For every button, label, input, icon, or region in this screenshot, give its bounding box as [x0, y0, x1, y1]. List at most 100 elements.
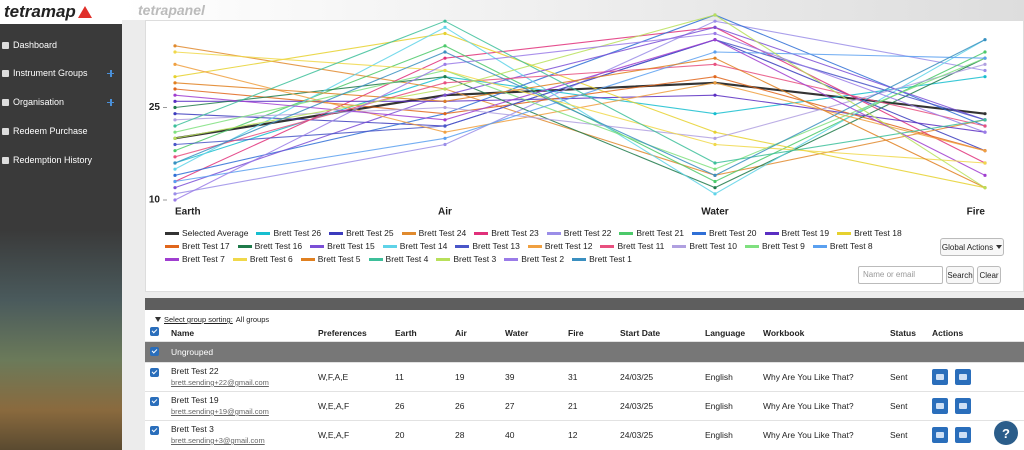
sort-control[interactable]: Select group sorting: All groups	[155, 315, 269, 324]
legend-swatch	[436, 257, 451, 261]
point	[173, 93, 177, 97]
legend-label: Brett Test 10	[689, 241, 737, 251]
cell-preferences: W,E,A,F	[318, 430, 350, 440]
legend-item[interactable]: Brett Test 1	[572, 254, 632, 264]
x-tick-label: Air	[438, 207, 452, 218]
sort-value: All groups	[235, 315, 270, 324]
legend-item[interactable]: Brett Test 8	[812, 241, 873, 251]
global-actions-button[interactable]: Global Actions	[940, 238, 1004, 256]
action-button[interactable]	[932, 398, 948, 414]
column-header[interactable]: Name	[171, 328, 195, 338]
point	[713, 112, 717, 116]
legend-label: Brett Test 13	[472, 241, 520, 251]
legend-swatch	[300, 257, 315, 261]
cell-air: 19	[455, 372, 465, 382]
group-row: Ungrouped	[145, 341, 1024, 362]
legend-item[interactable]: Brett Test 4	[368, 254, 428, 264]
legend-item[interactable]: Brett Test 3	[436, 254, 496, 264]
legend-item[interactable]: Brett Test 10	[672, 241, 737, 251]
nav-item[interactable]: Redeem Purchase	[2, 126, 114, 136]
legend-item[interactable]: Brett Test 12	[527, 241, 592, 251]
legend-item[interactable]: Brett Test 21	[619, 228, 684, 238]
column-header[interactable]: Preferences	[318, 328, 367, 338]
point	[713, 13, 717, 17]
point	[713, 161, 717, 165]
column-header[interactable]: Status	[890, 328, 916, 338]
cell-preferences: W,F,A,E	[318, 372, 349, 382]
column-header[interactable]: Actions	[932, 328, 964, 338]
search-button[interactable]: Search	[946, 266, 974, 284]
clear-button[interactable]: Clear	[977, 266, 1001, 284]
cell-water: 27	[505, 401, 515, 411]
column-header[interactable]: Start Date	[620, 328, 661, 338]
legend-item[interactable]: Brett Test 16	[237, 241, 302, 251]
point	[983, 186, 987, 190]
checkbox[interactable]	[150, 426, 159, 435]
legend-label: Brett Test 25	[346, 228, 394, 238]
point	[443, 142, 447, 147]
checkbox[interactable]	[150, 368, 159, 377]
action-button[interactable]	[932, 369, 948, 385]
point	[713, 56, 717, 60]
column-header[interactable]: Workbook	[763, 328, 805, 338]
point	[173, 173, 177, 177]
nav-item[interactable]: Dashboard	[2, 40, 114, 50]
action-button[interactable]	[955, 427, 971, 443]
legend-item[interactable]: Brett Test 17	[165, 241, 230, 251]
legend-item[interactable]: Brett Test 14	[382, 241, 447, 251]
legend-item[interactable]: Brett Test 22	[546, 228, 611, 238]
legend-item[interactable]: Brett Test 11	[600, 241, 664, 251]
column-header[interactable]: Language	[705, 328, 746, 338]
checkbox[interactable]	[150, 397, 159, 406]
legend-item[interactable]: Brett Test 24	[401, 228, 466, 238]
legend-item[interactable]: Brett Test 7	[165, 254, 225, 264]
cell-language: English	[705, 430, 733, 440]
legend-item[interactable]: Brett Test 6	[232, 254, 293, 264]
nav-item[interactable]: Organisation	[2, 97, 114, 107]
participant-email[interactable]: brett.sending+3@gmail.com	[171, 436, 265, 445]
column-header[interactable]: Earth	[395, 328, 417, 338]
action-button[interactable]	[932, 427, 948, 443]
participant-email[interactable]: brett.sending+19@gmail.com	[171, 407, 269, 416]
sort-label[interactable]: Select group sorting:	[164, 315, 233, 324]
nav-item[interactable]: Instrument Groups	[2, 68, 114, 78]
legend-item[interactable]: Brett Test 5	[300, 254, 361, 264]
cell-start-date: 24/03/25	[620, 401, 654, 411]
legend-item[interactable]: Brett Test 2	[504, 254, 564, 264]
legend-swatch	[837, 231, 852, 235]
legend-item[interactable]: Brett Test 13	[455, 241, 520, 251]
legend-label: Brett Test 20	[708, 228, 757, 238]
action-button[interactable]	[955, 369, 971, 385]
legend-item[interactable]: Selected Average	[165, 228, 248, 238]
cell-workbook: Why Are You Like That?	[763, 372, 854, 382]
legend-item[interactable]: Brett Test 19	[764, 228, 829, 238]
column-header[interactable]: Water	[505, 328, 529, 338]
checkbox[interactable]	[150, 327, 159, 336]
legend-item[interactable]: Brett Test 20	[691, 228, 757, 238]
point	[173, 192, 177, 196]
point	[443, 112, 447, 116]
action-button[interactable]	[955, 398, 971, 414]
point	[173, 186, 177, 190]
column-header[interactable]: Fire	[568, 328, 584, 338]
participant-email[interactable]: brett.sending+22@gmail.com	[171, 378, 269, 387]
legend-item[interactable]: Brett Test 23	[474, 228, 539, 238]
column-header[interactable]: Air	[455, 328, 467, 338]
legend-item[interactable]: Brett Test 18	[837, 228, 902, 238]
checkbox[interactable]	[150, 347, 159, 356]
logo[interactable]: tetramap	[0, 0, 122, 24]
nav-item[interactable]: Redemption History	[2, 155, 114, 165]
cell-fire: 31	[568, 372, 578, 382]
x-tick-label: Fire	[967, 207, 986, 218]
nav-icon	[2, 69, 9, 77]
search-input[interactable]: Name or email	[858, 266, 943, 284]
point	[173, 167, 177, 171]
legend-item[interactable]: Brett Test 15	[310, 241, 375, 251]
help-button[interactable]: ?	[994, 421, 1018, 445]
point	[983, 173, 987, 177]
legend-item[interactable]: Brett Test 26	[256, 228, 321, 238]
legend-item[interactable]: Brett Test 25	[329, 228, 394, 238]
point	[173, 50, 177, 54]
legend-item[interactable]: Brett Test 9	[744, 241, 805, 251]
point	[983, 130, 987, 134]
